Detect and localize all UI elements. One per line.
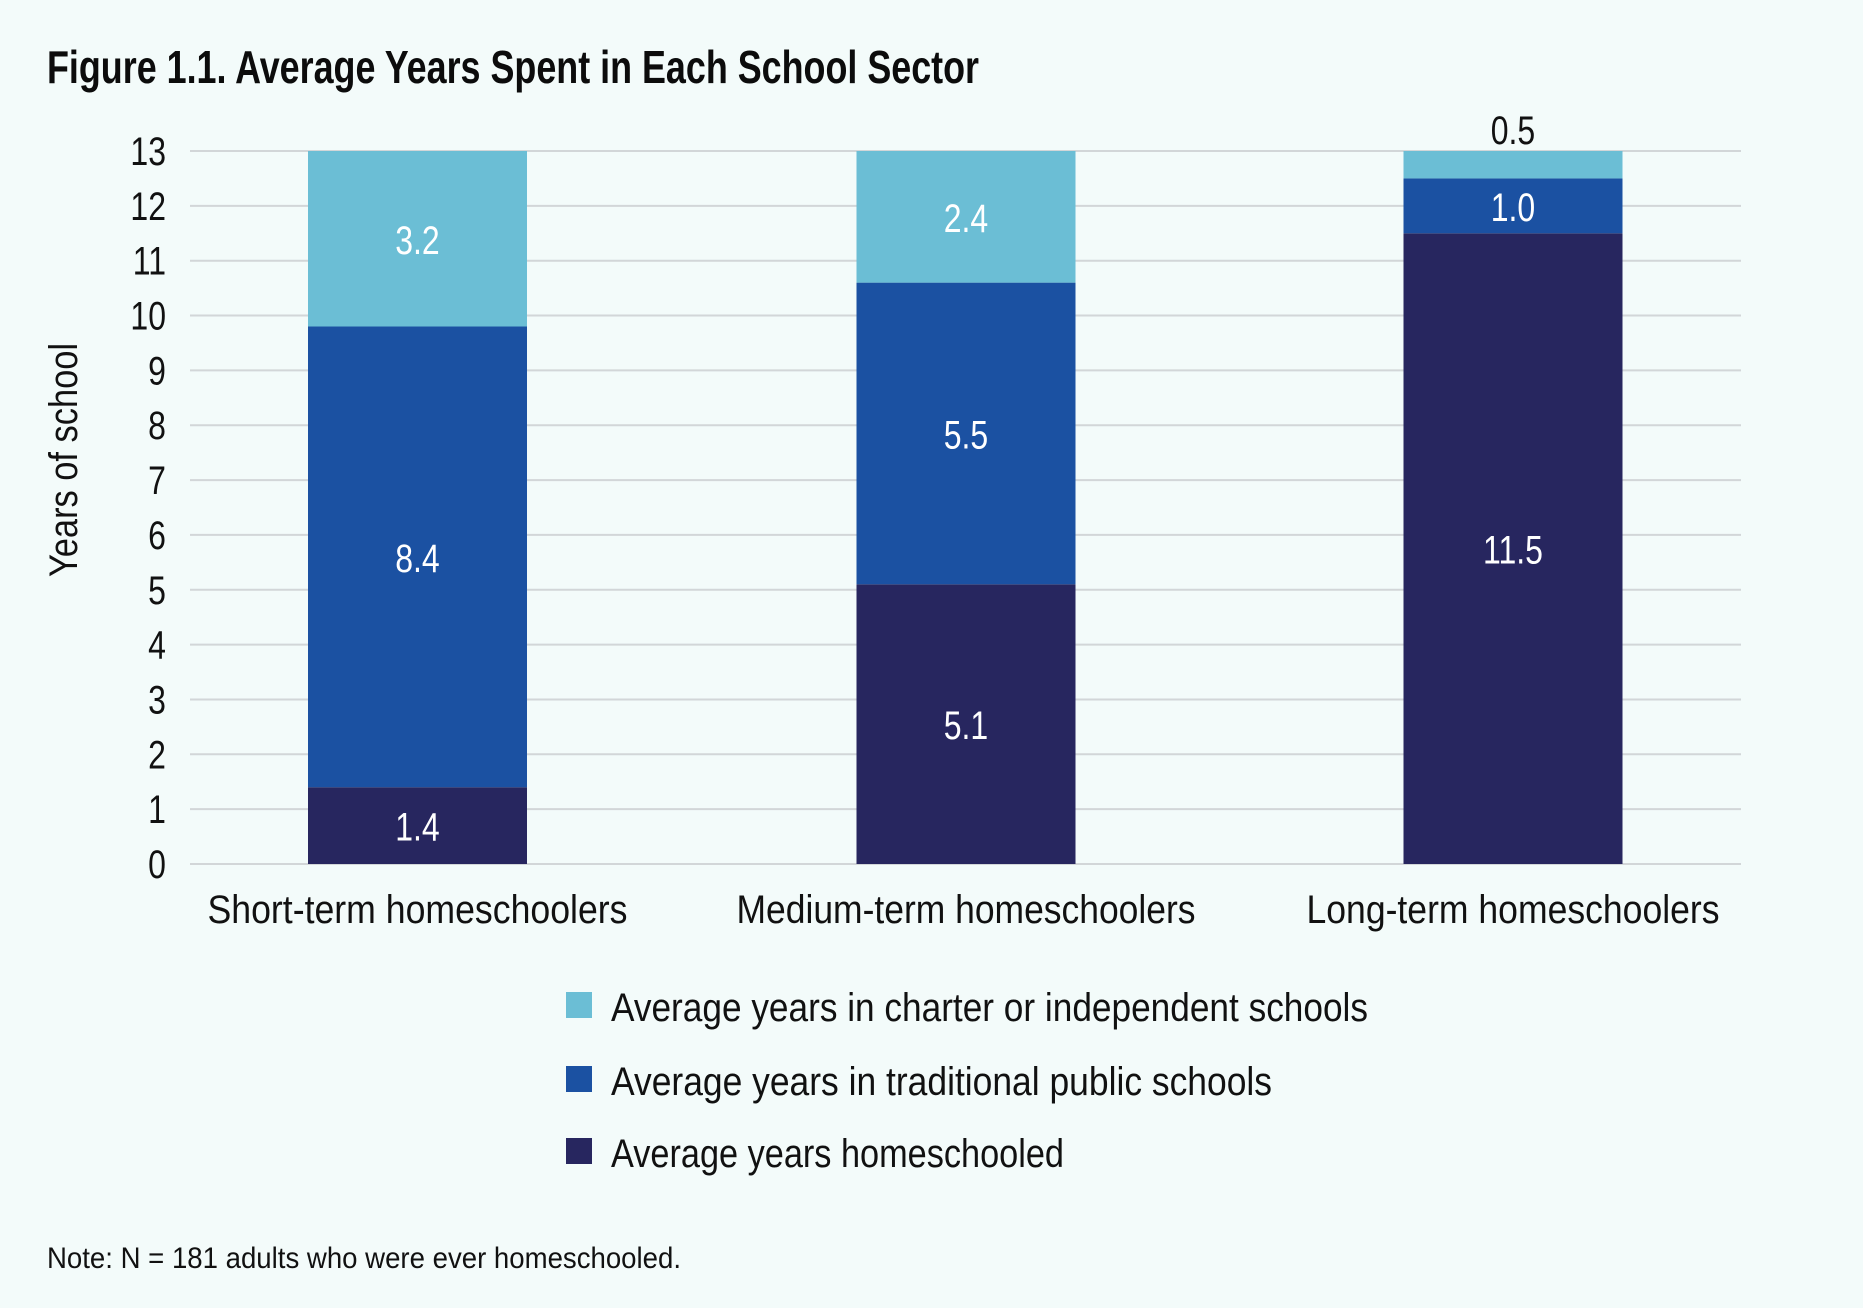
legend-swatch [566,1138,592,1164]
bar-segment [856,151,1076,283]
y-tick-label: 11 [133,238,166,283]
segment-value-labels: 1.4 8.4 3.2 5.1 5.5 2.4 11.5 1.0 0.5 [395,108,1543,850]
legend-swatch [566,992,592,1018]
y-tick-label: 1 [148,787,166,832]
bar-stack [1403,151,1623,864]
chart-title: Figure 1.1. Average Years Spent in Each … [47,41,979,93]
legend-label: Average years homeschooled [611,1132,1064,1176]
bar-stack [308,151,527,864]
bars [308,151,1623,864]
data-label: 3.2 [395,217,439,262]
y-tick-label: 2 [148,732,166,777]
y-tick-label: 3 [148,677,166,722]
x-axis-category-labels: Short-term homeschoolers Medium-term home… [208,888,1720,932]
y-tick-label: 7 [148,458,166,503]
chart-note: Note: N = 181 adults who were ever homes… [47,1242,681,1275]
legend-swatch [566,1066,592,1092]
y-tick-label: 6 [148,512,166,557]
y-tick-label: 4 [148,622,166,667]
data-label: 1.0 [1491,184,1535,229]
legend-item: Average years homeschooled [566,1132,1064,1176]
bar-stack [856,151,1076,864]
data-label: 5.1 [944,703,988,748]
x-category-label: Medium-term homeschoolers [737,888,1196,932]
y-tick-label: 12 [130,183,166,228]
data-label: 11.5 [1483,527,1543,572]
y-tick-label: 8 [148,403,166,448]
bar-segment [308,326,527,788]
y-tick-label: 10 [130,293,166,338]
bar-segment [308,787,527,864]
legend-item: Average years in charter or independent … [566,986,1368,1030]
y-tick-label: 13 [130,129,166,174]
bar-segment [856,282,1076,585]
x-category-label: Long-term homeschoolers [1307,888,1720,932]
data-label: 5.5 [944,412,988,457]
y-tick-label: 9 [148,348,166,393]
y-axis-title: Years of school [42,343,86,577]
data-label: 8.4 [395,535,439,580]
bar-segment [1403,151,1623,179]
data-label: 0.5 [1491,108,1535,153]
data-label: 2.4 [944,195,988,240]
legend-item: Average years in traditional public scho… [566,1060,1272,1104]
bar-segment [308,151,527,327]
data-label: 1.4 [395,804,439,849]
bar-segment [856,584,1076,864]
legend-label: Average years in charter or independent … [611,986,1368,1030]
y-tick-label: 0 [148,842,166,887]
bar-segment [1403,178,1623,234]
legend-label: Average years in traditional public scho… [611,1060,1272,1104]
bar-segment [1403,233,1623,864]
y-tick-label: 5 [148,567,166,612]
legend: Average years in charter or independent … [566,986,1368,1176]
x-category-label: Short-term homeschoolers [208,888,628,932]
